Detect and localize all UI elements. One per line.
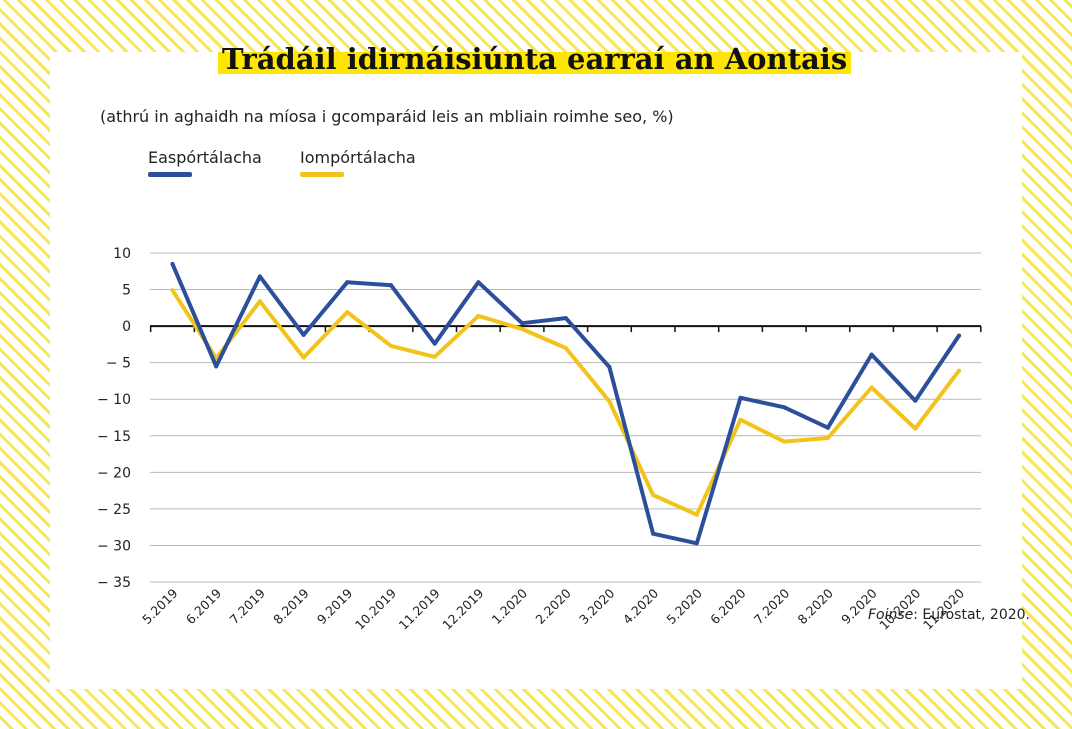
- y-tick-label: − 35: [97, 575, 131, 591]
- data-point-imports: [607, 399, 612, 404]
- data-point-imports: [694, 512, 699, 517]
- series-line-exports: [170, 262, 961, 546]
- data-point-exports: [825, 425, 830, 430]
- data-point-imports: [388, 343, 393, 348]
- legend-label-exports: Easpórtálacha: [148, 148, 262, 167]
- data-point-imports: [432, 354, 437, 359]
- legend-swatch-exports: [148, 172, 192, 177]
- data-point-imports: [869, 385, 874, 390]
- y-tick-label: − 20: [97, 465, 131, 481]
- data-point-exports: [782, 405, 787, 410]
- data-point-imports: [913, 426, 918, 431]
- x-tick-label: 7.2020: [751, 585, 793, 627]
- data-point-imports: [301, 355, 306, 360]
- x-tick-label: 11.2019: [396, 585, 443, 632]
- chart-subtitle: (athrú in aghaidh na míosa i gcomparáid …: [100, 107, 674, 126]
- data-point-imports: [345, 310, 350, 315]
- legend-swatch-imports: [300, 172, 344, 177]
- data-point-imports: [651, 492, 656, 497]
- y-tick-label: 10: [113, 246, 131, 262]
- data-point-exports: [388, 283, 393, 288]
- y-tick-label: − 30: [97, 538, 131, 554]
- data-point-imports: [520, 327, 525, 332]
- data-point-imports: [957, 368, 961, 373]
- data-point-imports: [476, 313, 481, 318]
- source-prefix: Foinse: [867, 607, 914, 623]
- data-point-exports: [301, 332, 306, 337]
- data-point-imports: [563, 346, 568, 351]
- y-tick-label: − 25: [97, 502, 131, 518]
- data-point-imports: [782, 439, 787, 444]
- data-point-exports: [345, 280, 350, 285]
- y-tick-label: 5: [122, 283, 131, 299]
- data-point-exports: [432, 341, 437, 346]
- data-point-imports: [257, 299, 262, 304]
- x-tick-label: 10.2019: [352, 585, 399, 632]
- data-point-exports: [476, 280, 481, 285]
- x-tick-label: 6.2019: [183, 585, 225, 627]
- y-tick-label: − 15: [97, 429, 131, 445]
- x-tick-label: 9.2019: [314, 585, 356, 627]
- data-point-exports: [257, 274, 262, 279]
- x-tick-label: 4.2020: [620, 585, 662, 627]
- y-tick-label: − 10: [97, 392, 131, 408]
- chart-title: Trádáil idirnáisiúnta earraí an Aontais: [218, 40, 852, 80]
- legend-label-imports: Iompórtálacha: [300, 148, 416, 167]
- data-point-exports: [869, 352, 874, 357]
- data-point-exports: [170, 261, 175, 266]
- y-tick-label: − 5: [106, 356, 131, 372]
- data-point-exports: [563, 316, 568, 321]
- x-tick-label: 1.2020: [489, 585, 531, 627]
- data-point-exports: [694, 541, 699, 546]
- data-point-exports: [607, 365, 612, 370]
- x-tick-label: 5.2019: [139, 585, 181, 627]
- data-point-exports: [738, 395, 743, 400]
- x-tick-label: 8.2020: [794, 585, 836, 627]
- y-tick-label: 0: [122, 319, 131, 335]
- data-point-exports: [520, 321, 525, 326]
- source-note: Foinse: Eurostat, 2020.: [868, 607, 1030, 623]
- data-point-imports: [170, 288, 175, 293]
- x-tick-label: 2.2020: [532, 585, 574, 627]
- data-point-exports: [214, 364, 219, 369]
- x-tick-label: 7.2019: [226, 585, 268, 627]
- data-point-exports: [651, 531, 656, 536]
- data-point-imports: [825, 435, 830, 440]
- source-rest: : Eurostat, 2020.: [913, 607, 1030, 623]
- data-point-exports: [957, 333, 961, 338]
- x-tick-label: 12.2019: [439, 585, 486, 632]
- x-tick-label: 5.2020: [663, 585, 705, 627]
- x-tick-label: 3.2020: [576, 585, 618, 627]
- data-point-exports: [913, 398, 918, 403]
- x-tick-label: 6.2020: [707, 585, 749, 627]
- data-point-imports: [738, 417, 743, 422]
- x-tick-label: 8.2019: [270, 585, 312, 627]
